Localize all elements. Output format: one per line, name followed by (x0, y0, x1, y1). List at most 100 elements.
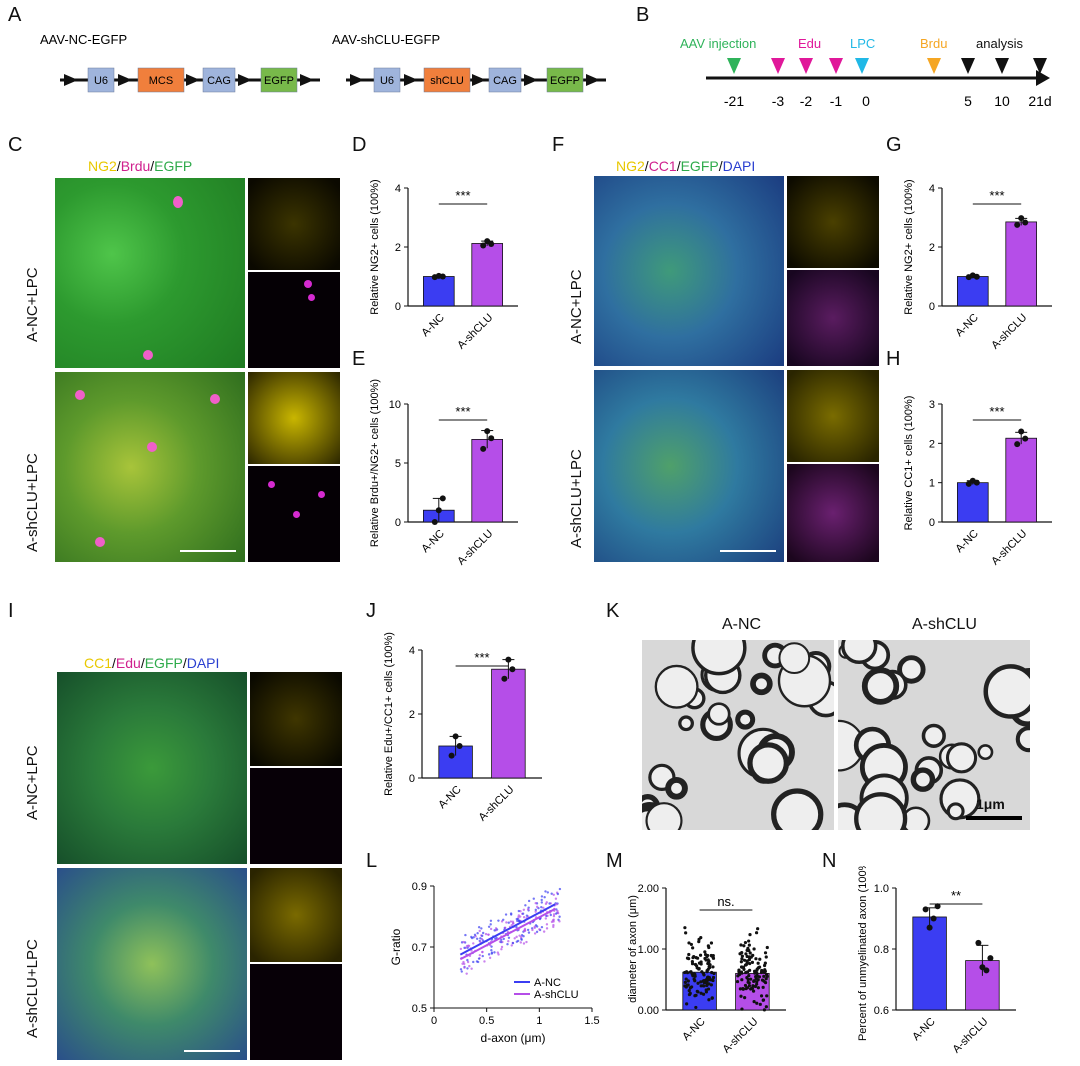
data-point (689, 942, 693, 947)
data-point (699, 980, 703, 984)
chart-n: 0.6 0.8 1.0 Percent of unmyelinated axon (1… (857, 866, 1016, 1056)
data-point (490, 952, 494, 955)
panel-label-e: E (352, 348, 366, 370)
panel-k-em-shclu (838, 640, 1030, 830)
data-point (517, 909, 521, 913)
data-point (538, 928, 541, 931)
chart-h: 0 1 2 3 Relative CC1+ cells (100%) A-NC A-shCL… (903, 396, 1052, 568)
data-point (500, 938, 503, 942)
y-tick-label: 0.8 (874, 944, 889, 956)
panel-k-title-shclu: A-shCLU (912, 616, 977, 633)
data-point (975, 939, 982, 946)
data-point (711, 975, 716, 980)
timeline-marker (829, 58, 843, 74)
y-axis-label: diameter of axon (μm) (627, 895, 639, 1003)
chart-d: 0 2 4 Relative NG2+ cells (100%) A-NC A-shCLU… (369, 179, 518, 350)
panel-label-l: L (366, 850, 378, 872)
data-point (488, 956, 492, 960)
panel-i-edu-nc (250, 768, 342, 864)
panel-c-merge-shclu (55, 372, 245, 562)
data-point (695, 989, 699, 993)
data-point (522, 916, 526, 919)
data-point (744, 962, 749, 967)
data-point (696, 981, 700, 985)
data-point (740, 971, 744, 975)
construct-title: AAV-shCLU-EGFP (332, 32, 440, 47)
data-point (462, 940, 465, 944)
event-label: AAV injection (680, 36, 756, 51)
data-point (755, 1001, 759, 1005)
data-point (744, 970, 748, 975)
x-tick-label: 0 (431, 1015, 437, 1027)
data-point (690, 959, 694, 964)
axon-profile (910, 767, 936, 792)
axon-profile (854, 792, 908, 830)
data-point (484, 428, 491, 435)
data-point (475, 937, 479, 940)
data-point (523, 929, 527, 932)
y-tick-label: 4 (395, 183, 401, 195)
data-point (748, 961, 752, 966)
y-axis-label: Relative Brdu+/NG2+ cells (100%) (369, 379, 381, 547)
arrow-head (300, 74, 314, 86)
data-point (489, 923, 492, 926)
data-point (435, 507, 442, 514)
x-tick-label: 1.5 (584, 1015, 599, 1027)
data-point (765, 945, 769, 950)
fit-line (459, 907, 556, 961)
data-point (707, 975, 712, 980)
data-point (973, 273, 980, 280)
data-point (698, 953, 703, 957)
bar (1005, 437, 1038, 523)
y-tick-label: 5 (395, 458, 401, 470)
data-point (452, 733, 459, 740)
event-label: analysis (976, 36, 1023, 51)
data-point (739, 994, 743, 998)
data-point (556, 909, 559, 913)
data-point (554, 897, 558, 900)
data-point (550, 892, 553, 895)
data-point (540, 898, 543, 902)
y-axis-label: Relative NG2+ cells (100%) (369, 179, 381, 314)
timeline-marker (995, 58, 1009, 74)
data-point (700, 970, 704, 974)
data-point (497, 919, 500, 922)
data-point (488, 241, 495, 248)
stain-label: CC1 (648, 158, 677, 174)
data-point (489, 927, 493, 931)
data-point (470, 967, 473, 970)
data-point (542, 930, 546, 933)
data-point (476, 960, 480, 964)
bar (957, 482, 989, 523)
panel-f-stain-legend: NG2/CC1/EGFP/DAPI (616, 158, 755, 174)
legend-label: A-shCLU (534, 989, 579, 1001)
data-point (527, 899, 531, 903)
data-point (540, 901, 544, 904)
data-point (507, 936, 511, 939)
data-point (487, 933, 490, 936)
y-tick-label: 0.00 (638, 1005, 659, 1017)
stain-label: NG2 (616, 158, 645, 174)
data-point (688, 991, 692, 995)
panel-label-c: C (8, 134, 23, 156)
y-tick-label: 1 (929, 478, 935, 490)
data-point (467, 944, 471, 948)
data-point (522, 942, 526, 945)
timeline-marker (855, 58, 869, 74)
data-point (543, 896, 546, 899)
timeline-tick-label: -3 (772, 93, 785, 109)
data-point (744, 952, 748, 956)
data-point (702, 978, 706, 983)
data-point (463, 966, 466, 969)
data-point (709, 983, 713, 987)
data-point (478, 953, 482, 957)
timeline-marker (727, 58, 741, 74)
data-point (685, 983, 689, 987)
data-point (502, 918, 505, 921)
data-point (431, 519, 438, 525)
data-point (709, 978, 713, 982)
data-point (707, 998, 711, 1002)
data-point (699, 991, 703, 995)
data-point (706, 944, 710, 948)
